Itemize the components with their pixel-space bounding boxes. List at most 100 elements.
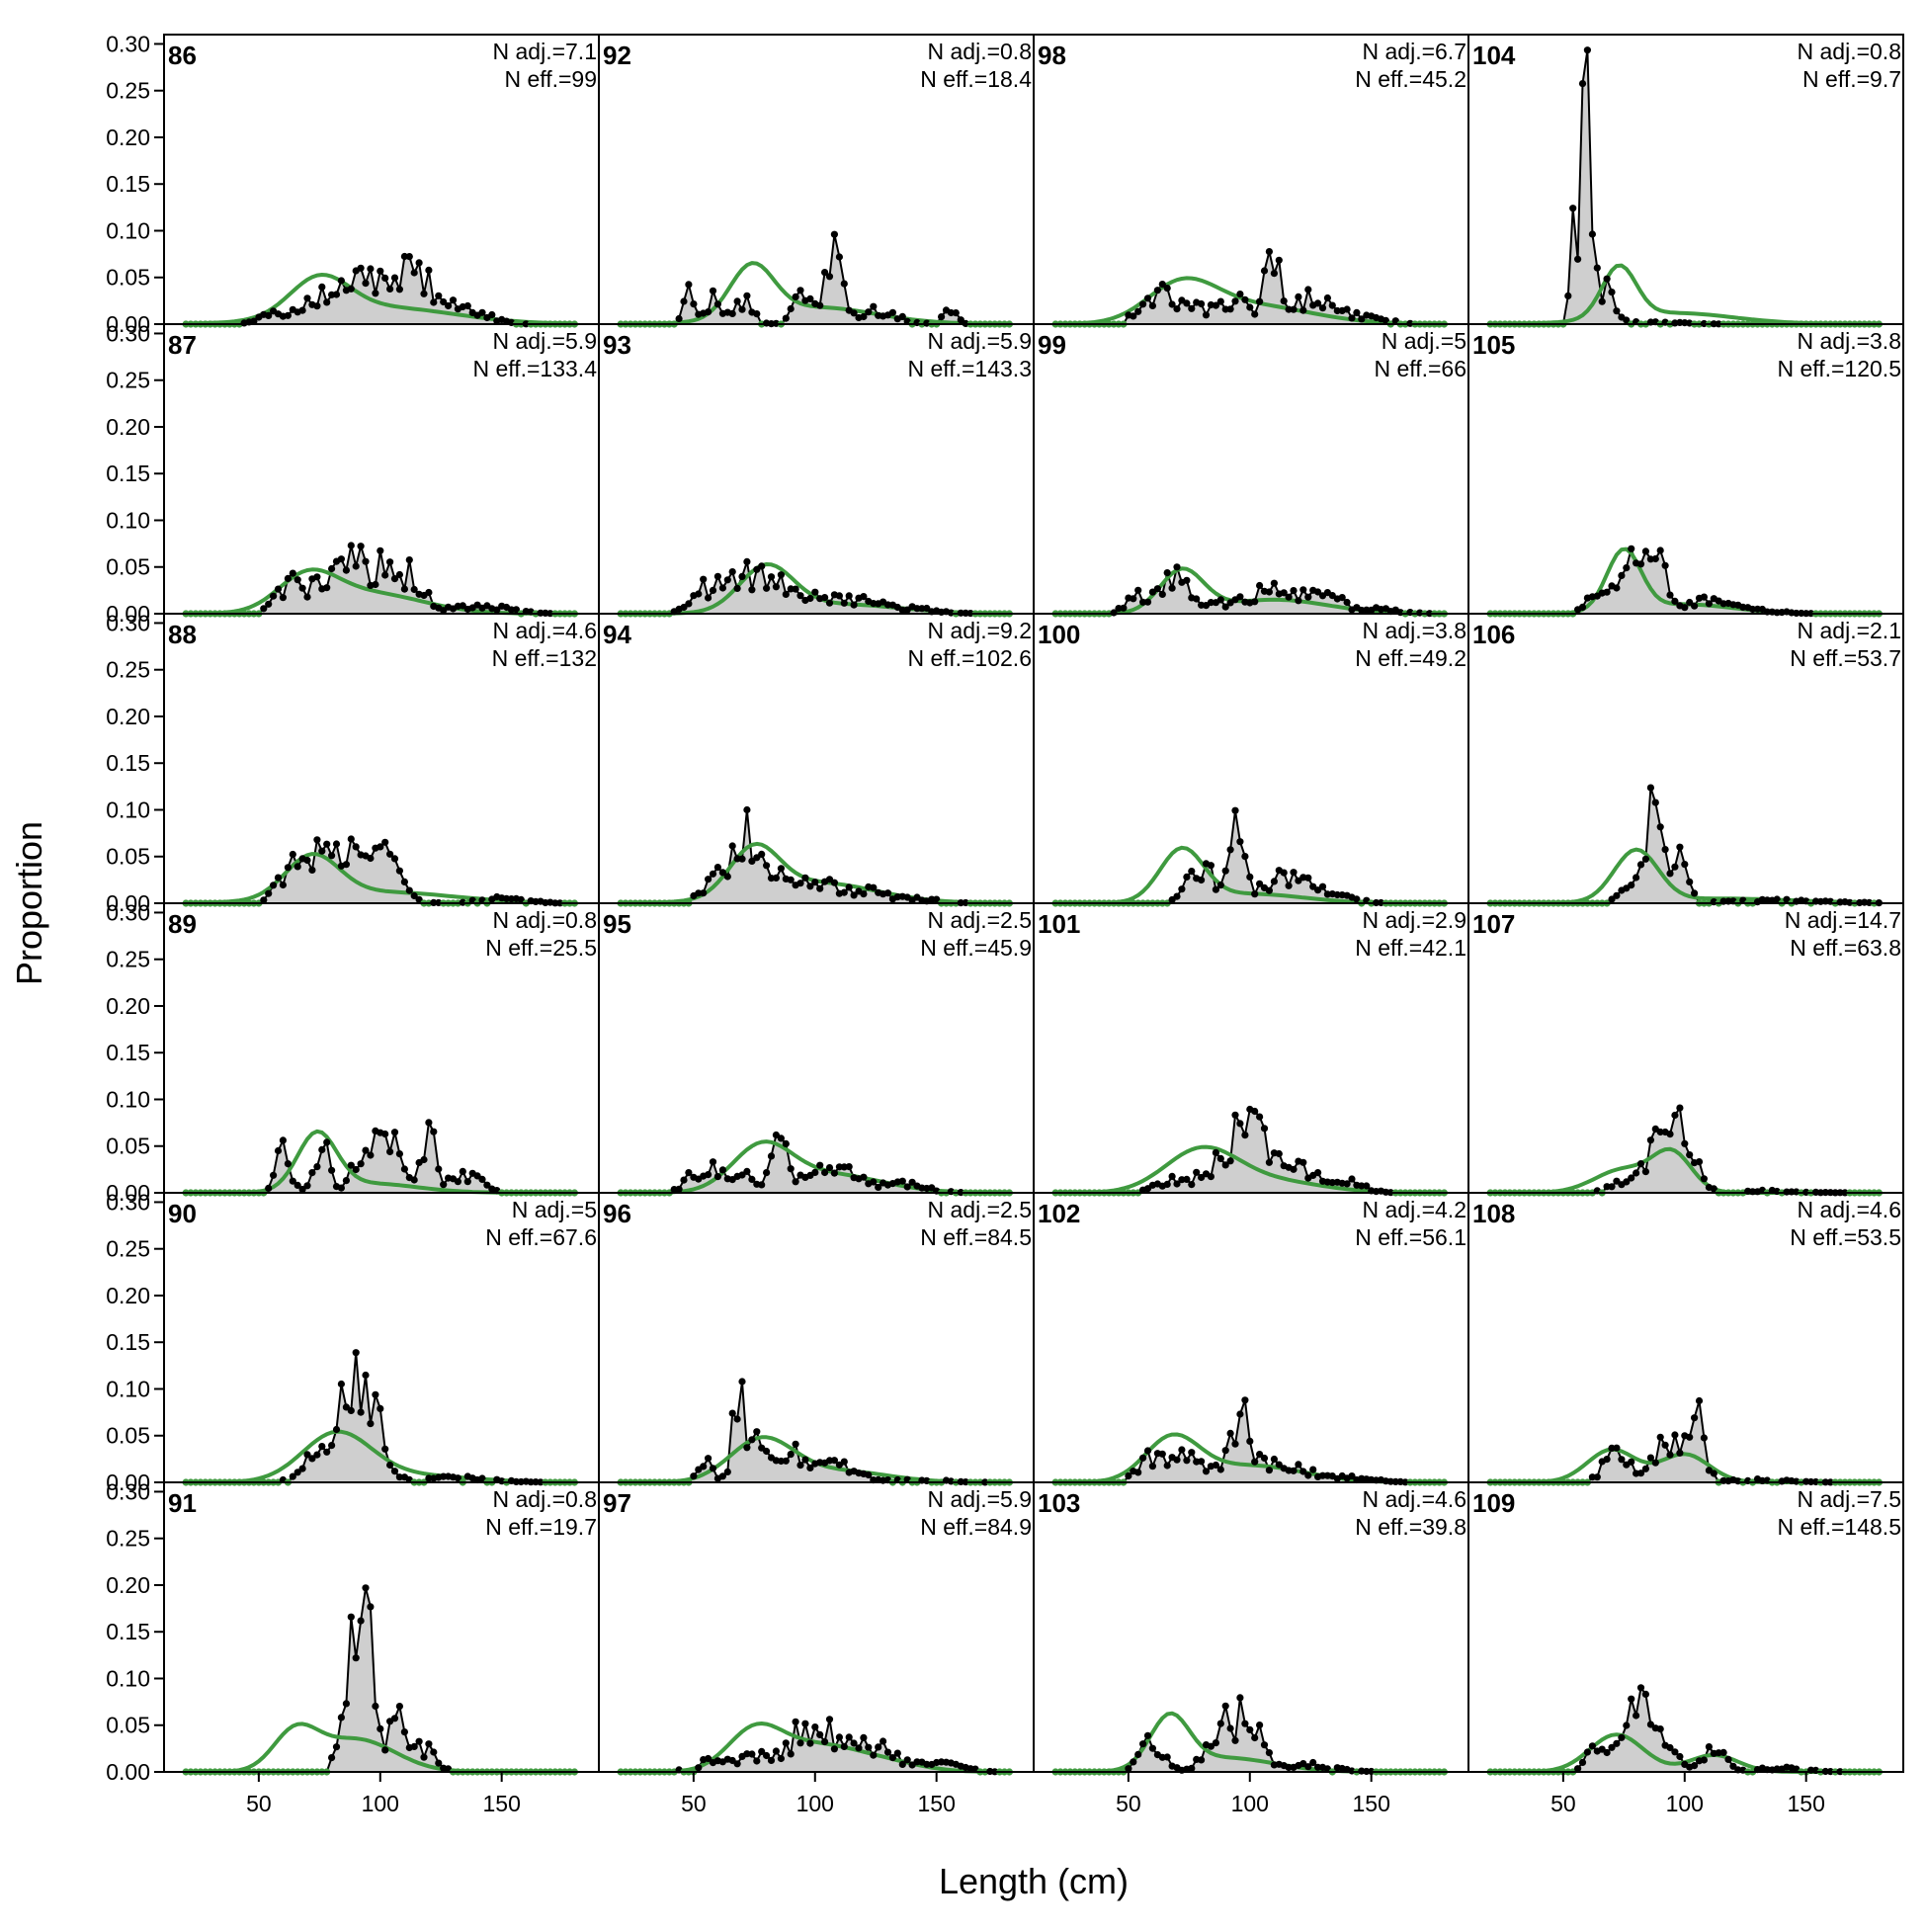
observed-point [395,286,403,294]
observed-point [303,856,311,865]
observed-point [840,1458,848,1466]
observed-point [420,1155,428,1164]
observed-point [811,1723,819,1731]
observed-point [1139,1454,1147,1462]
y-tick-label: 0.00 [106,1470,150,1495]
observed-point [347,1161,355,1169]
panel-label: 108 [1472,1199,1515,1228]
n-eff-label: N eff.=84.5 [920,1224,1032,1250]
observed-point [806,1464,814,1471]
observed-point [1290,305,1298,313]
x-tick-label: 50 [681,1791,707,1816]
panel-label: 90 [168,1199,197,1228]
observed-point [1270,878,1278,885]
y-tick-label: 0.20 [106,1283,150,1308]
observed-point [367,1420,375,1428]
observed-point [1260,267,1269,275]
observed-point [372,290,379,297]
observed-point [274,585,283,593]
observed-point [782,1139,790,1147]
observed-point [1700,593,1708,601]
y-tick-label: 0.05 [106,1713,150,1738]
n-adj-label: N adj.=4.6 [493,618,598,643]
observed-point [1251,1107,1259,1116]
observed-point [1314,299,1322,307]
y-tick-label: 0.00 [106,311,150,337]
x-tick-label: 100 [796,1791,834,1816]
observed-point [888,308,897,316]
n-adj-label: N adj.=0.8 [493,1486,598,1512]
observed-point [825,1164,834,1172]
observed-point [1681,1139,1689,1147]
observed-point [753,310,761,318]
observed-point [512,606,521,614]
observed-point [1143,1731,1152,1739]
observed-point [840,599,848,607]
observed-point [1139,1740,1147,1748]
panel-label: 99 [1038,330,1066,360]
observed-point [342,1177,350,1185]
observed-point [1212,885,1219,893]
expected-line [1490,263,1880,326]
observed-point [777,1134,786,1142]
observed-point [772,1747,781,1755]
observed-point [347,835,355,843]
observed-point [1700,1175,1708,1183]
observed-point [435,1759,443,1767]
n-adj-label: N adj.=14.7 [1785,907,1901,933]
observed-point [1134,1750,1142,1758]
observed-point [865,1743,873,1751]
observed-point [777,865,786,873]
observed-point [1613,584,1621,592]
observed-point [347,1406,355,1414]
observed-point [952,309,960,317]
observed-area [1490,1687,1880,1772]
observed-point [850,891,858,899]
observed-point [1583,1748,1591,1756]
observed-point [743,292,751,299]
observed-point [337,1184,345,1192]
observed-point [395,867,403,875]
observed-point [1256,581,1264,590]
y-axis-title: Proportion [9,821,49,985]
panel-99: 99 N adj.=5N eff.=66 [1033,323,1469,618]
observed-point [1120,604,1128,612]
observed-point [483,1181,491,1189]
observed-point [279,881,287,889]
y-tick-label: 0.30 [106,1478,150,1504]
n-eff-label: N eff.=56.1 [1355,1224,1466,1250]
observed-point [1251,1733,1259,1742]
y-tick-label: 0.00 [106,1759,150,1785]
observed-point [840,888,848,896]
observed-point [1666,1131,1674,1138]
observed-point [835,253,844,261]
observed-point [328,564,336,573]
y-tick-label: 0.00 [106,601,150,627]
observed-point [801,874,809,882]
panel-92: 92 N adj.=0.8N eff.=18.4 [598,34,1035,328]
panel-label: 109 [1472,1488,1515,1518]
observed-point [347,1613,355,1621]
observed-point [318,1443,326,1451]
observed-point [1358,1182,1366,1190]
observed-point [1265,886,1273,894]
observed-point [250,317,258,325]
observed-point [830,1169,839,1177]
observed-point [748,1175,756,1183]
observed-point [1241,1132,1249,1139]
observed-point [1656,1433,1664,1441]
observed-point [298,584,306,592]
observed-point [1183,299,1191,307]
observed-point [787,876,795,883]
observed-point [410,891,418,900]
observed-point [1188,1449,1196,1457]
y-tick-label: 0.05 [106,844,150,870]
observed-point [1125,1471,1132,1480]
panel-label: 101 [1038,909,1080,939]
observed-point [298,306,306,314]
observed-point [1193,1168,1201,1176]
observed-point [420,290,428,297]
observed-point [1641,855,1649,863]
observed-point [763,1447,771,1456]
panel-94: 94 N adj.=9.2N eff.=102.6 [598,613,1035,907]
